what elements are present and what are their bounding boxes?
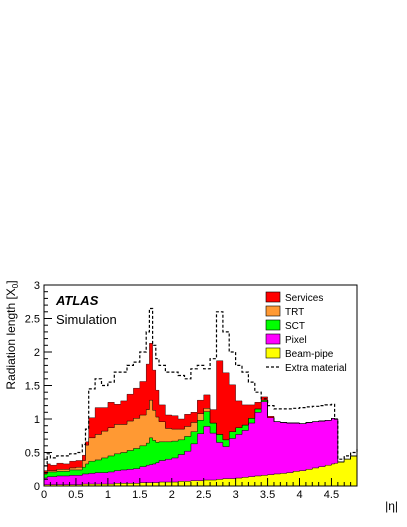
y-tick-label: 0 [34, 481, 40, 493]
y-tick-label: 3 [34, 280, 40, 292]
x-tick-label: 0 [41, 489, 47, 501]
legend: Services TRT SCT Pixel Beam-pipe Extra materi… [265, 291, 347, 374]
x-axis: 0 0.5 1 1.5 2 2.5 3 3.5 4 4.5 [41, 478, 358, 501]
legend-label-sct: SCT [285, 321, 305, 332]
series-line-extra-material [44, 307, 358, 467]
legend-swatch-services [265, 291, 281, 303]
legend-label-pixel: Pixel [285, 335, 307, 346]
y-tick-label: 1 [34, 414, 40, 426]
legend-label-beam-pipe: Beam-pipe [285, 349, 334, 360]
x-tick-label: 4.5 [324, 489, 339, 501]
x-tick-label: 1.5 [132, 489, 147, 501]
legend-swatch-sct [265, 319, 281, 331]
legend-swatch-beam-pipe [265, 347, 281, 359]
x-tick-label: 2 [169, 489, 175, 501]
y-tick-label: 2 [34, 347, 40, 359]
legend-label-extra-material: Extra material [285, 363, 347, 374]
y-tick-label: 0.5 [25, 448, 40, 460]
x-tick-label: 4 [296, 489, 302, 501]
legend-label-services: Services [285, 293, 323, 304]
y-axis-label: Radiation length [X0] [4, 280, 20, 389]
legend-swatch-trt [265, 305, 281, 317]
x-axis-label: |η| [385, 499, 398, 513]
legend-label-trt: TRT [285, 307, 304, 318]
x-tick-label: 2.5 [196, 489, 211, 501]
x-tick-label: 1 [105, 489, 111, 501]
legend-swatch-pixel [265, 333, 281, 345]
x-tick-label: 0.5 [68, 489, 83, 501]
y-axis: 0 0.5 1 1.5 2 2.5 3 [25, 280, 52, 493]
y-tick-label: 2.5 [25, 314, 40, 326]
y-tick-label: 1.5 [25, 381, 40, 393]
experiment-label: ATLAS [55, 293, 99, 308]
x-tick-label: 3.5 [260, 489, 275, 501]
simulation-label: Simulation [56, 312, 117, 327]
x-tick-label: 3 [233, 489, 239, 501]
